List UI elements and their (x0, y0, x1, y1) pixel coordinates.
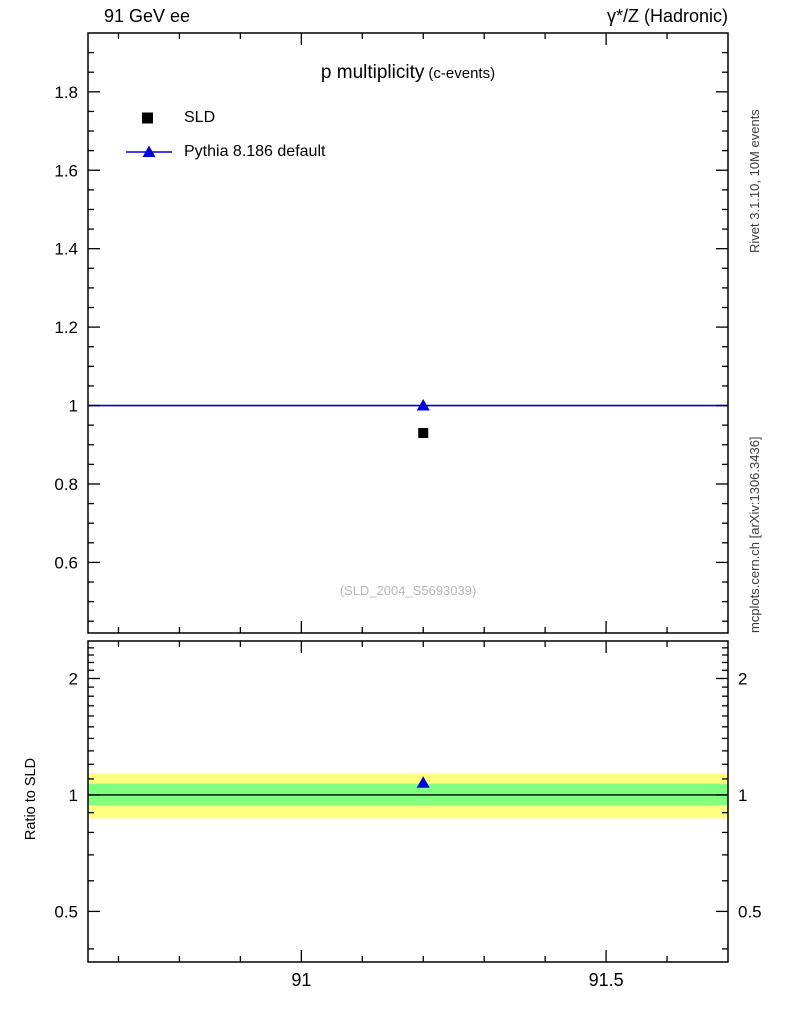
beam-energy-label: 91 GeV ee (104, 6, 191, 26)
rivet-version-label: Rivet 3.1.10, 10M events (747, 109, 762, 253)
svg-text:1: 1 (738, 786, 747, 805)
plot-title: p multiplicity (c-events) (88, 62, 728, 84)
mcplots-credit-label: mcplots.cern.ch [arXiv:1306.3436] (747, 436, 762, 633)
svg-text:0.5: 0.5 (738, 902, 762, 921)
ratio-axis-label: Ratio to SLD (23, 757, 39, 841)
legend: SLD Pythia 8.186 default (126, 101, 325, 169)
analysis-id-watermark: (SLD_2004_S5693039) (339, 583, 477, 598)
mc-triangle-line-marker-icon (126, 144, 172, 160)
process-label: γ*/Z (Hadronic) (606, 6, 728, 26)
legend-item-pythia: Pythia 8.186 default (126, 135, 325, 169)
svg-text:91.5: 91.5 (589, 970, 624, 990)
plot-title-note: (c-events) (428, 65, 496, 82)
svg-text:1.4: 1.4 (54, 240, 78, 259)
plot-title-text: p multiplicity (320, 62, 425, 83)
svg-text:1: 1 (69, 786, 78, 805)
legend-label-sld: SLD (184, 109, 216, 126)
legend-item-sld: SLD (126, 101, 325, 135)
svg-text:1.6: 1.6 (54, 161, 78, 180)
svg-text:0.8: 0.8 (54, 475, 78, 494)
svg-text:2: 2 (738, 669, 747, 688)
svg-text:2: 2 (69, 669, 78, 688)
svg-text:1.8: 1.8 (54, 83, 78, 102)
svg-text:1.2: 1.2 (54, 318, 78, 337)
svg-text:0.6: 0.6 (54, 553, 78, 572)
svg-text:0.5: 0.5 (54, 902, 78, 921)
legend-label-pythia: Pythia 8.186 default (184, 143, 326, 160)
svg-text:1: 1 (69, 397, 78, 416)
svg-text:91: 91 (291, 970, 311, 990)
data-square-marker-icon (126, 110, 172, 126)
